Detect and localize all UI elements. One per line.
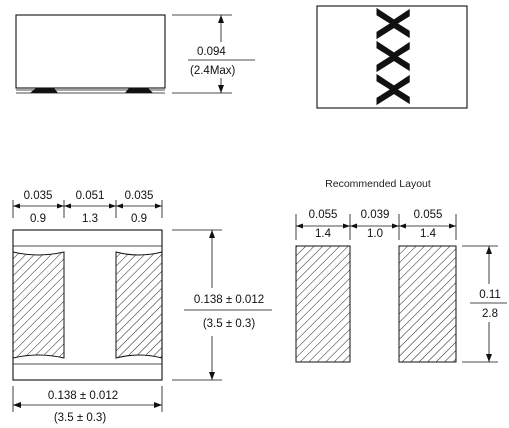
bv-arrow-5	[116, 203, 123, 209]
bv-top-mm-3: 0.9	[131, 213, 147, 225]
lay-arrow-4	[392, 223, 399, 229]
bv-height-arrow-top	[209, 230, 215, 238]
side-view-terminal-right	[125, 88, 153, 93]
side-view: 0.094 (2.4Max)	[15, 14, 255, 94]
bv-width-mm-label: (3.5 ± 0.3)	[54, 412, 107, 424]
side-height-in-label: 0.094	[197, 46, 226, 58]
bottom-view: 0.035 0.051 0.035 0.9 1.3 0.9 0.138 ± 0.…	[12, 190, 272, 424]
recommended-layout: Recommended Layout 0.055 0.039 0.055 1.4…	[295, 178, 507, 363]
bv-arrow-6	[155, 203, 162, 209]
bv-top-mm-1: 0.9	[30, 213, 46, 225]
lay-top-mm-1: 1.4	[315, 228, 332, 240]
lay-arrow-3	[350, 223, 357, 229]
lay-height-in-label: 0.11	[479, 289, 501, 301]
lay-top-in-1: 0.055	[309, 209, 338, 221]
lay-arrow-5	[399, 223, 406, 229]
bv-width-in-label: 0.138 ± 0.012	[48, 390, 118, 402]
side-height-arrow-bottom	[218, 85, 224, 93]
layout-pad-right	[398, 245, 457, 363]
bv-terminal-left	[12, 251, 65, 359]
bv-height-in-label: 0.138 ± 0.012	[194, 294, 264, 306]
lay-arrow-1	[296, 223, 303, 229]
layout-title: Recommended Layout	[325, 178, 431, 190]
lay-arrow-2	[343, 223, 350, 229]
bv-top-in-2: 0.051	[76, 190, 105, 202]
bv-arrow-4	[109, 203, 116, 209]
bv-top-in-1: 0.035	[24, 190, 53, 202]
side-view-body	[15, 14, 166, 89]
top-marking-text: XXX	[366, 7, 419, 106]
side-view-terminal-left	[30, 88, 58, 93]
bv-height-mm-label: (3.5 ± 0.3)	[203, 318, 256, 330]
bv-terminal-right	[115, 251, 163, 359]
bv-height-arrow-bottom	[209, 372, 215, 380]
bv-arrow-2	[57, 203, 64, 209]
top-marking-body	[316, 5, 468, 109]
bv-top-mm-2: 1.3	[82, 213, 98, 225]
bv-width-arrow-left	[13, 402, 21, 408]
lay-height-mm-label: 2.8	[482, 308, 498, 320]
top-marking-view: XXX	[316, 5, 468, 109]
lay-height-arrow-bottom	[486, 354, 492, 362]
lay-top-mm-2: 1.0	[367, 228, 383, 240]
layout-pad-left	[295, 245, 351, 363]
lay-top-in-2: 0.039	[361, 209, 390, 221]
lay-arrow-6	[449, 223, 456, 229]
lay-height-arrow-top	[486, 246, 492, 254]
lay-top-mm-3: 1.4	[420, 228, 437, 240]
lay-top-in-3: 0.055	[414, 209, 443, 221]
side-height-mm-label: (2.4Max)	[190, 65, 236, 77]
side-height-arrow-top	[218, 15, 224, 23]
bv-top-in-3: 0.035	[125, 190, 154, 202]
bv-arrow-3	[64, 203, 71, 209]
bv-width-arrow-right	[154, 402, 162, 408]
bv-arrow-1	[13, 203, 20, 209]
